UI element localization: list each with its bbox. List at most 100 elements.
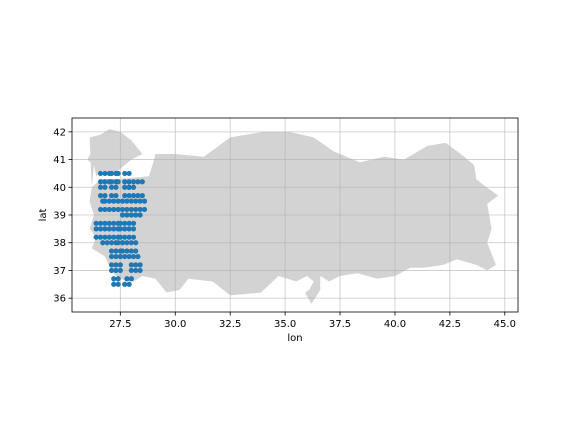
- data-point: [111, 198, 117, 204]
- data-point: [108, 240, 115, 246]
- data-point: [115, 170, 121, 177]
- data-point: [122, 281, 128, 287]
- data-point: [108, 193, 115, 199]
- data-point: [126, 184, 132, 190]
- data-point: [122, 220, 128, 226]
- data-point: [122, 193, 128, 199]
- data-point: [106, 226, 112, 232]
- data-point: [133, 212, 139, 218]
- data-point: [108, 248, 115, 254]
- x-axis-label: lon: [287, 333, 302, 344]
- y-axis-label: lat: [38, 209, 49, 222]
- data-point: [104, 240, 110, 246]
- data-point: [102, 170, 108, 177]
- data-point: [111, 226, 117, 232]
- data-point: [97, 184, 104, 190]
- data-point: [124, 206, 130, 213]
- data-point: [133, 198, 139, 204]
- data-point: [133, 240, 139, 246]
- data-point: [111, 281, 117, 287]
- y-tick-label: 36: [53, 294, 66, 305]
- data-point: [135, 253, 141, 260]
- data-point: [122, 253, 128, 260]
- data-point: [133, 267, 139, 274]
- data-point: [126, 170, 132, 177]
- data-point: [133, 262, 139, 268]
- data-point: [137, 206, 143, 213]
- data-point: [117, 262, 123, 268]
- data-point: [97, 234, 104, 240]
- y-tick-label: 38: [53, 238, 66, 249]
- data-point: [130, 179, 137, 185]
- data-point: [122, 226, 128, 232]
- data-point: [137, 198, 143, 204]
- data-point: [137, 262, 143, 268]
- data-point: [122, 184, 128, 190]
- data-point: [111, 234, 117, 240]
- data-point: [106, 220, 112, 226]
- data-point: [117, 226, 123, 232]
- data-point: [119, 198, 126, 204]
- data-point: [128, 267, 134, 274]
- data-point: [111, 276, 117, 282]
- data-point: [108, 170, 115, 177]
- data-point: [124, 212, 130, 218]
- data-point: [141, 198, 148, 204]
- data-point: [97, 226, 104, 232]
- data-point: [128, 262, 134, 268]
- data-point: [117, 267, 123, 274]
- x-tick-label: 40.0: [384, 319, 406, 330]
- data-point: [115, 179, 121, 185]
- x-tick-label: 42.5: [439, 319, 461, 330]
- data-point: [102, 184, 108, 190]
- data-point: [93, 234, 99, 240]
- data-point: [139, 193, 145, 199]
- data-point: [102, 193, 108, 199]
- data-point: [128, 240, 134, 246]
- data-point: [102, 234, 108, 240]
- x-tick-label: 35.0: [274, 319, 296, 330]
- x-tick-label: 30.0: [164, 319, 186, 330]
- plot-area: 27.5 30.0 32.5 35.0 37.5 40.0 42.5 45.0 36 37 38 39…: [53, 117, 519, 330]
- data-point: [137, 267, 143, 274]
- data-point: [130, 253, 137, 260]
- data-point: [141, 206, 148, 213]
- data-point: [122, 234, 128, 240]
- x-tick-label: 32.5: [219, 319, 241, 330]
- data-point: [113, 267, 119, 274]
- data-point: [106, 198, 112, 204]
- data-point: [126, 179, 132, 185]
- data-point: [113, 193, 119, 199]
- data-point: [106, 206, 112, 213]
- data-point: [108, 262, 115, 268]
- data-point: [128, 206, 134, 213]
- data-point: [108, 253, 115, 260]
- data-point: [97, 220, 104, 226]
- data-point: [102, 220, 108, 226]
- data-point: [124, 276, 130, 282]
- data-point: [102, 206, 108, 213]
- y-tick-label: 40: [53, 183, 66, 194]
- data-point: [135, 193, 141, 199]
- data-point: [124, 240, 130, 246]
- y-tick-label: 41: [53, 155, 66, 166]
- y-tick-label: 39: [53, 211, 66, 222]
- data-point: [126, 193, 132, 199]
- data-point: [137, 212, 143, 218]
- data-point: [126, 220, 132, 226]
- data-point: [117, 220, 123, 226]
- data-point: [130, 226, 137, 232]
- data-point: [128, 276, 134, 282]
- x-tick-label: 37.5: [329, 319, 351, 330]
- data-point: [97, 170, 104, 177]
- data-point: [122, 179, 128, 185]
- data-point: [108, 184, 115, 190]
- data-point: [113, 248, 119, 254]
- data-point: [100, 240, 106, 246]
- data-point: [97, 179, 104, 185]
- data-point: [126, 226, 132, 232]
- data-point: [124, 248, 130, 254]
- x-tick-label: 27.5: [109, 319, 131, 330]
